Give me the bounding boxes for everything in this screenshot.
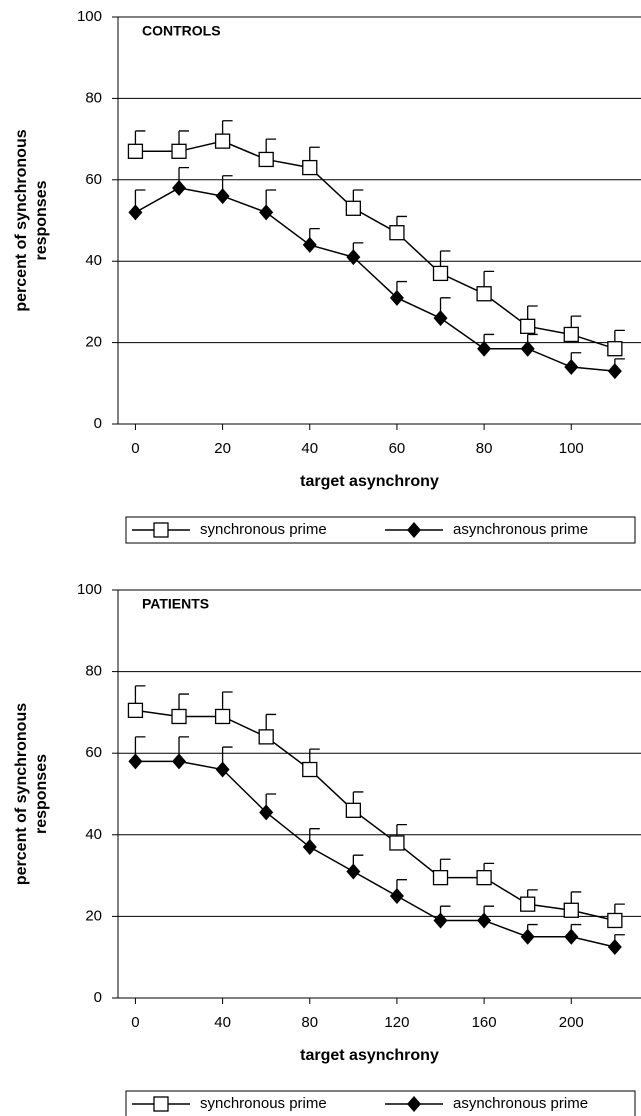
- data-point: [432, 869, 449, 886]
- legend-label: asynchronous prime: [453, 1095, 588, 1112]
- data-point: [477, 912, 492, 929]
- data-point: [259, 804, 274, 821]
- series-line: [135, 187, 615, 372]
- y-tick-label: 100: [77, 8, 102, 25]
- data-point: [433, 912, 448, 929]
- legend-box: [125, 1090, 636, 1116]
- data-point: [520, 318, 536, 334]
- x-axis-label: target asynchrony: [300, 1047, 439, 1064]
- data-point: [563, 902, 579, 918]
- data-point: [345, 802, 362, 818]
- legend-box: [125, 516, 636, 544]
- data-point: [172, 179, 187, 196]
- legend-label: synchronous prime: [200, 1095, 327, 1112]
- data-point: [477, 340, 492, 357]
- legend-label: asynchronous prime: [453, 521, 588, 538]
- y-axis-label: responses: [33, 754, 50, 834]
- data-point: [302, 159, 318, 176]
- data-point: [564, 359, 579, 376]
- data-point: [389, 289, 404, 306]
- data-point: [215, 761, 230, 778]
- x-tick-label: 200: [559, 1014, 584, 1031]
- data-point: [563, 326, 579, 343]
- x-tick-label: 0: [131, 440, 139, 457]
- x-tick-label: 0: [131, 1014, 139, 1031]
- data-point: [476, 286, 492, 302]
- x-tick-label: 160: [472, 1014, 497, 1031]
- data-point: [302, 236, 317, 253]
- data-point: [389, 835, 405, 851]
- y-tick-label: 40: [85, 826, 102, 843]
- data-point: [476, 869, 492, 886]
- y-axis-label: responses: [33, 180, 50, 260]
- y-tick-label: 80: [85, 663, 102, 680]
- data-point: [520, 928, 535, 945]
- legend-marker: [153, 522, 169, 538]
- legend-label: synchronous prime: [200, 521, 327, 538]
- data-point: [127, 702, 144, 719]
- data-point: [214, 708, 231, 725]
- chart-title: CONTROLS: [142, 23, 221, 39]
- data-point: [520, 896, 536, 912]
- y-tick-label: 0: [94, 989, 102, 1006]
- data-point: [607, 341, 623, 357]
- data-point: [215, 188, 230, 205]
- data-point: [432, 265, 449, 282]
- y-tick-label: 40: [85, 252, 102, 269]
- series-line: [135, 760, 616, 948]
- y-tick-label: 80: [85, 89, 102, 106]
- x-tick-label: 80: [476, 440, 493, 457]
- chart: 0 20 40 60 80 100 0 40 80 120 160 200 PATIENTS target…: [13, 581, 641, 1116]
- data-point: [607, 939, 622, 955]
- data-point: [259, 204, 274, 221]
- x-tick-label: 40: [301, 440, 318, 457]
- data-point: [128, 204, 143, 221]
- chart: 0 20 40 60 80 100 0 20 40 60 80 100 CONTROLS target a…: [13, 8, 641, 544]
- x-tick-label: 40: [214, 1014, 231, 1031]
- data-point: [171, 708, 187, 725]
- y-tick-label: 60: [85, 171, 102, 188]
- data-point: [520, 340, 535, 357]
- y-tick-label: 100: [77, 581, 102, 598]
- data-point: [389, 225, 405, 241]
- legend-marker: [407, 1096, 421, 1112]
- x-tick-label: 100: [559, 440, 584, 457]
- data-point: [214, 133, 231, 149]
- legend-marker: [153, 1096, 169, 1112]
- data-point: [171, 143, 187, 159]
- data-point: [172, 753, 187, 770]
- y-axis-label: percent of synchronous: [13, 703, 30, 885]
- data-point: [607, 912, 623, 929]
- series-line: [135, 140, 616, 350]
- data-point: [433, 310, 448, 327]
- x-axis-label: target asynchrony: [300, 473, 439, 490]
- data-point: [346, 863, 361, 880]
- y-tick-label: 20: [85, 907, 102, 924]
- data-point: [302, 839, 317, 856]
- data-point: [128, 753, 143, 770]
- data-point: [607, 363, 622, 380]
- data-point: [389, 888, 404, 904]
- data-point: [345, 200, 362, 216]
- y-tick-label: 20: [85, 334, 102, 351]
- y-axis-label: percent of synchronous: [13, 129, 30, 311]
- chart-title: PATIENTS: [142, 596, 209, 612]
- series-line: [135, 709, 616, 922]
- data-point: [302, 761, 318, 778]
- y-tick-label: 0: [94, 415, 102, 432]
- data-point: [346, 249, 361, 266]
- data-point: [564, 928, 579, 945]
- x-tick-label: 20: [214, 440, 231, 457]
- legend-marker: [407, 522, 421, 538]
- data-point: [258, 729, 274, 745]
- x-tick-label: 60: [389, 440, 406, 457]
- x-tick-label: 80: [301, 1014, 318, 1031]
- x-tick-label: 120: [384, 1014, 409, 1031]
- data-point: [127, 143, 144, 159]
- y-tick-label: 60: [85, 744, 102, 761]
- data-point: [258, 151, 274, 168]
